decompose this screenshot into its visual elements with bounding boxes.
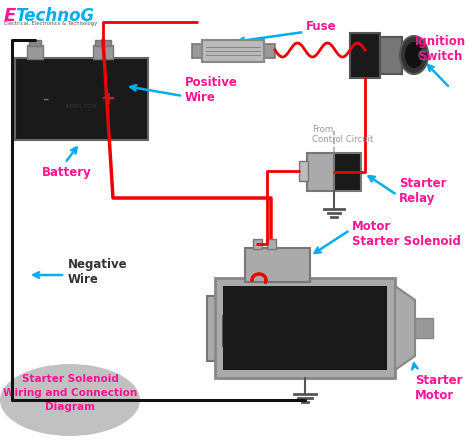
Polygon shape	[395, 286, 415, 370]
Bar	[415, 318, 433, 338]
Bar	[350, 33, 380, 78]
Bar	[207, 296, 221, 361]
Ellipse shape	[405, 42, 423, 68]
Text: From
Control Circuit: From Control Circuit	[312, 125, 374, 145]
Bar	[299, 161, 308, 181]
Text: Starter Solenoid
Wiring and Connection
Diagram: Starter Solenoid Wiring and Connection D…	[3, 374, 137, 412]
Bar	[27, 45, 43, 59]
Text: Motor
Starter Solenoid: Motor Starter Solenoid	[352, 220, 461, 248]
Text: Ignition
Switch: Ignition Switch	[414, 35, 465, 63]
Bar	[215, 278, 395, 378]
Text: Starter
Motor: Starter Motor	[415, 374, 463, 402]
Text: +: +	[100, 90, 116, 108]
Bar	[307, 153, 334, 191]
Text: Positive
Wire: Positive Wire	[185, 76, 238, 104]
Ellipse shape	[419, 50, 429, 60]
Text: Negative
Wire: Negative Wire	[68, 258, 128, 286]
Bar	[267, 239, 276, 249]
Text: IMIMG.COM: IMIMG.COM	[65, 104, 97, 110]
Bar	[334, 153, 361, 191]
Bar	[29, 40, 41, 46]
Bar	[192, 44, 203, 58]
Text: E: E	[4, 7, 16, 25]
Bar	[95, 40, 111, 46]
Bar	[253, 239, 262, 249]
Bar	[245, 248, 310, 282]
Bar	[202, 40, 264, 62]
Ellipse shape	[0, 364, 140, 436]
Bar	[380, 37, 402, 74]
Bar	[93, 45, 113, 59]
Text: Fuse: Fuse	[306, 20, 337, 33]
Text: -: -	[42, 90, 48, 108]
Bar	[223, 316, 237, 346]
Text: Starter
Relay: Starter Relay	[399, 177, 447, 205]
Bar	[223, 286, 353, 370]
Bar	[264, 44, 275, 58]
Ellipse shape	[400, 36, 428, 74]
Text: Electrical, Electronics & Technology: Electrical, Electronics & Technology	[4, 21, 97, 26]
Bar	[15, 58, 148, 140]
Text: TechnoG: TechnoG	[15, 7, 94, 25]
Bar	[223, 286, 387, 370]
Text: Battery: Battery	[42, 166, 92, 179]
